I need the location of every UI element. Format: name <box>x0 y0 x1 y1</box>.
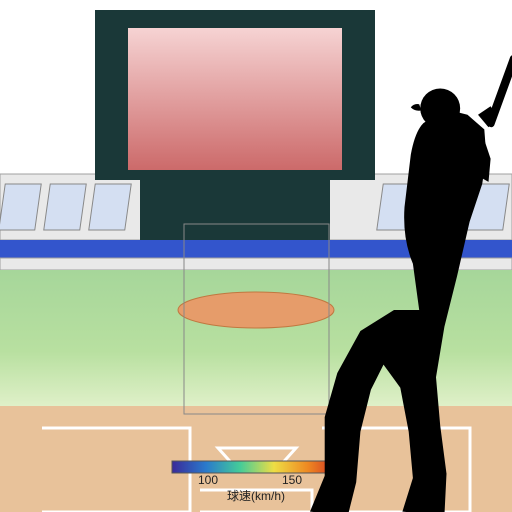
pitch-location-diagram: 100 150 球速(km/h) <box>0 0 512 512</box>
svg-text:100: 100 <box>198 473 218 487</box>
svg-text:150: 150 <box>282 473 302 487</box>
scoreboard-screen <box>128 28 342 170</box>
pitchers-mound <box>178 292 334 328</box>
velocity-legend-label: 球速(km/h) <box>227 489 285 503</box>
scoreboard-base <box>140 180 330 240</box>
velocity-legend-bar <box>172 461 342 473</box>
